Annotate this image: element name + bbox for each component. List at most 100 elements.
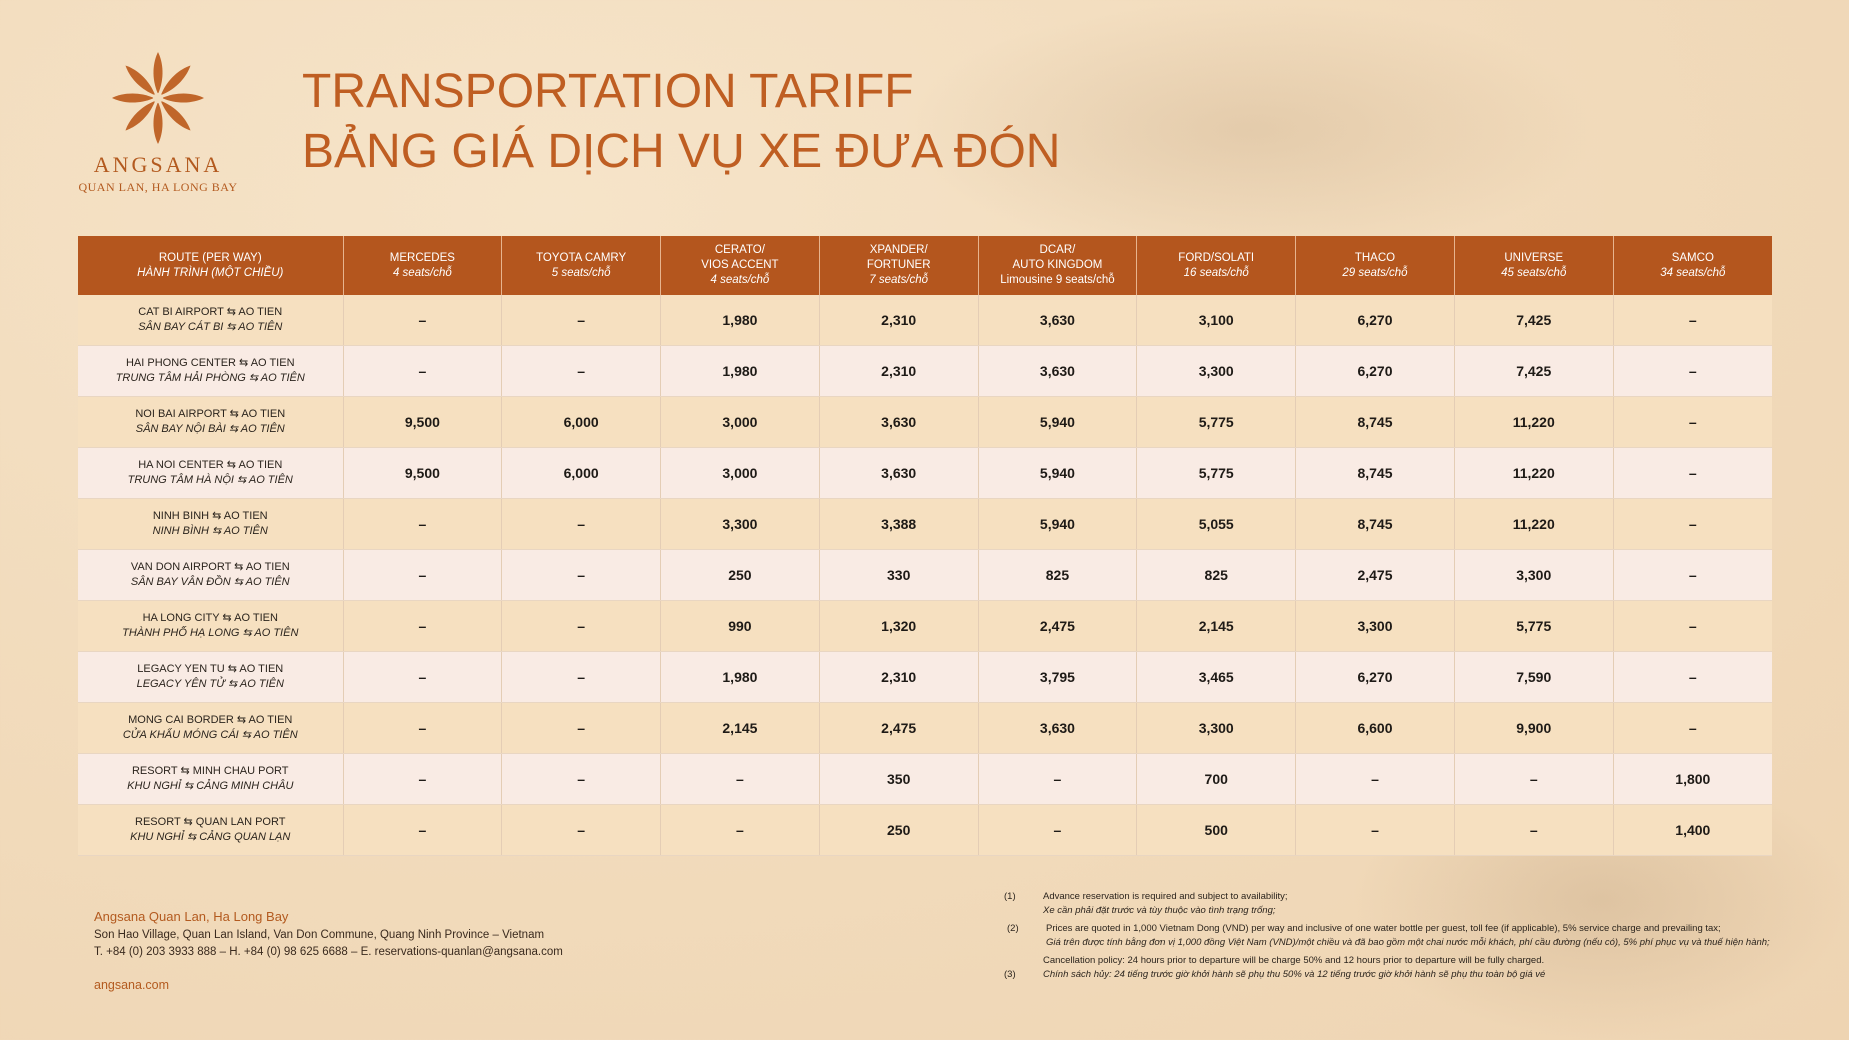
price-cell: 250 <box>819 804 979 856</box>
footnote-vietnamese: Xe cần phải đặt trước và tùy thuộc vào t… <box>1043 905 1276 916</box>
price-cell: 350 <box>819 753 979 805</box>
table-header-row: ROUTE (PER WAY) HÀNH TRÌNH (MỘT CHIỀU) ME… <box>78 236 1772 295</box>
price-cell: 11,220 <box>1454 498 1614 550</box>
price-cell: – <box>343 600 503 652</box>
price-cell: – <box>501 600 662 652</box>
footer-contact-line[interactable]: T. +84 (0) 203 3933 888 – H. +84 (0) 98 … <box>94 946 563 958</box>
header-ford-solati: FORD/SOLATI 16 seats/chỗ <box>1136 236 1297 295</box>
price-cell: 2,310 <box>819 295 979 346</box>
price-cell: 825 <box>978 549 1138 601</box>
price-cell: – <box>343 549 503 601</box>
price-cell: – <box>1613 651 1772 703</box>
price-cell: – <box>501 345 662 397</box>
price-cell: 5,775 <box>1136 396 1297 448</box>
route-vietnamese: KHU NGHỈ ⇆ CẢNG QUAN LẠN <box>130 831 291 843</box>
footnote: (2) Prices are quoted in 1,000 Vietnam D… <box>1004 922 1784 950</box>
price-cell: – <box>1295 753 1455 805</box>
table-row: RESORT ⇆ QUAN LAN PORT KHU NGHỈ ⇆ CẢNG QU… <box>78 804 1772 856</box>
price-cell: 8,745 <box>1295 447 1455 499</box>
price-cell: 825 <box>1136 549 1297 601</box>
route-cell: MONG CAI BORDER ⇆ AO TIEN CỬA KHẨU MÓNG C… <box>78 702 344 754</box>
route-vietnamese: LEGACY YÊN TỬ ⇆ AO TIÊN <box>136 678 284 690</box>
price-cell: 7,590 <box>1454 651 1614 703</box>
route-cell: NOI BAI AIRPORT ⇆ AO TIEN SÂN BAY NỘI BÀI… <box>78 396 344 448</box>
price-cell: 6,000 <box>501 447 662 499</box>
route-vietnamese: TRUNG TÂM HẢI PHÒNG ⇆ AO TIÊN <box>115 372 305 384</box>
route-cell: HA NOI CENTER ⇆ AO TIEN TRUNG TÂM HÀ NỘI … <box>78 447 344 499</box>
price-cell: 2,145 <box>660 702 820 754</box>
table-row: HAI PHONG CENTER ⇆ AO TIEN TRUNG TÂM HẢI … <box>78 345 1772 397</box>
price-cell: – <box>660 804 820 856</box>
price-cell: – <box>1613 702 1772 754</box>
table-row: RESORT ⇆ MINH CHAU PORT KHU NGHỈ ⇆ CẢNG M… <box>78 753 1772 805</box>
footnote-number: (1) <box>1004 891 1016 902</box>
route-cell: CAT BI AIRPORT ⇆ AO TIEN SÂN BAY CÁT BI ⇆… <box>78 295 344 346</box>
price-cell: 3,300 <box>1295 600 1455 652</box>
price-cell: 3,300 <box>1136 702 1297 754</box>
price-cell: 2,310 <box>819 651 979 703</box>
price-cell: 1,400 <box>1613 804 1772 856</box>
route-english: HA LONG CITY ⇆ AO TIEN <box>142 612 278 624</box>
price-cell: 3,465 <box>1136 651 1297 703</box>
header-cerato-vios: CERATO/VIOS ACCENT 4 seats/chỗ <box>660 236 820 295</box>
table-row: NINH BINH ⇆ AO TIEN NINH BÌNH ⇆ AO TIÊN – –… <box>78 498 1772 550</box>
route-vietnamese: TRUNG TÂM HÀ NỘI ⇆ AO TIÊN <box>127 474 293 486</box>
header-toyota-camry: TOYOTA CAMRY 5 seats/chỗ <box>501 236 662 295</box>
route-cell: HAI PHONG CENTER ⇆ AO TIEN TRUNG TÂM HẢI … <box>78 345 344 397</box>
price-cell: – <box>1613 549 1772 601</box>
price-cell: 3,795 <box>978 651 1138 703</box>
price-cell: – <box>1613 498 1772 550</box>
angsana-logo: ANGSANA QUAN LAN, HA LONG BAY <box>78 48 238 195</box>
price-cell: – <box>978 753 1138 805</box>
price-cell: 3,300 <box>1454 549 1614 601</box>
route-cell: RESORT ⇆ MINH CHAU PORT KHU NGHỈ ⇆ CẢNG M… <box>78 753 344 805</box>
route-english: RESORT ⇆ QUAN LAN PORT <box>135 816 286 828</box>
price-cell: 3,630 <box>819 396 979 448</box>
route-english: VAN DON AIRPORT ⇆ AO TIEN <box>130 561 290 573</box>
price-cell: – <box>978 804 1138 856</box>
footer-contact: Angsana Quan Lan, Ha Long Bay Son Hao Vi… <box>94 908 563 994</box>
header-xpander-fortuner: XPANDER/FORTUNER 7 seats/chỗ <box>819 236 979 295</box>
price-cell: – <box>1454 804 1614 856</box>
brand-name: ANGSANA <box>93 152 223 177</box>
price-cell: 3,630 <box>978 295 1138 346</box>
price-cell: – <box>501 702 662 754</box>
table-row: HA LONG CITY ⇆ AO TIEN THÀNH PHỐ HẠ LONG … <box>78 600 1772 652</box>
price-cell: – <box>343 753 503 805</box>
price-cell: – <box>343 295 503 346</box>
route-cell: RESORT ⇆ QUAN LAN PORT KHU NGHỈ ⇆ CẢNG QU… <box>78 804 344 856</box>
footer-website-link[interactable]: angsana.com <box>94 978 170 992</box>
price-cell: 500 <box>1136 804 1297 856</box>
route-english: MONG CAI BORDER ⇆ AO TIEN <box>128 714 293 726</box>
price-cell: 11,220 <box>1454 447 1614 499</box>
background-shadow <box>900 0 1600 260</box>
price-cell: 9,500 <box>343 447 503 499</box>
price-cell: 3,630 <box>819 447 979 499</box>
price-cell: 2,475 <box>978 600 1138 652</box>
price-cell: 8,745 <box>1295 396 1455 448</box>
route-cell: VAN DON AIRPORT ⇆ AO TIEN SÂN BAY VÂN ĐỒN… <box>78 549 344 601</box>
route-cell: LEGACY YEN TU ⇆ AO TIEN LEGACY YÊN TỬ ⇆ A… <box>78 651 344 703</box>
header-samco: SAMCO 34 seats/chỗ <box>1613 236 1772 295</box>
route-english: RESORT ⇆ MINH CHAU PORT <box>131 765 289 777</box>
footer-address: Son Hao Village, Quan Lan Island, Van Do… <box>94 929 545 941</box>
table-row: MONG CAI BORDER ⇆ AO TIEN CỬA KHẨU MÓNG C… <box>78 702 1772 754</box>
route-cell: NINH BINH ⇆ AO TIEN NINH BÌNH ⇆ AO TIÊN <box>78 498 344 550</box>
footnote: (1) Advance reservation is required and … <box>1004 890 1784 918</box>
price-cell: 9,500 <box>343 396 503 448</box>
header-mercedes: MERCEDES 4 seats/chỗ <box>343 236 503 295</box>
price-cell: 5,055 <box>1136 498 1297 550</box>
price-cell: 5,775 <box>1136 447 1297 499</box>
price-cell: 6,270 <box>1295 295 1455 346</box>
header-universe: UNIVERSE 45 seats/chỗ <box>1454 236 1614 295</box>
price-cell: – <box>1613 447 1772 499</box>
price-cell: 990 <box>660 600 820 652</box>
route-vietnamese: SÂN BAY CÁT BI ⇆ AO TIÊN <box>138 321 283 333</box>
price-cell: – <box>501 804 662 856</box>
price-cell: – <box>343 651 503 703</box>
price-cell: – <box>343 804 503 856</box>
price-cell: 6,270 <box>1295 651 1455 703</box>
price-cell: 6,000 <box>501 396 662 448</box>
price-cell: 3,000 <box>660 447 820 499</box>
price-cell: 3,300 <box>1136 345 1297 397</box>
